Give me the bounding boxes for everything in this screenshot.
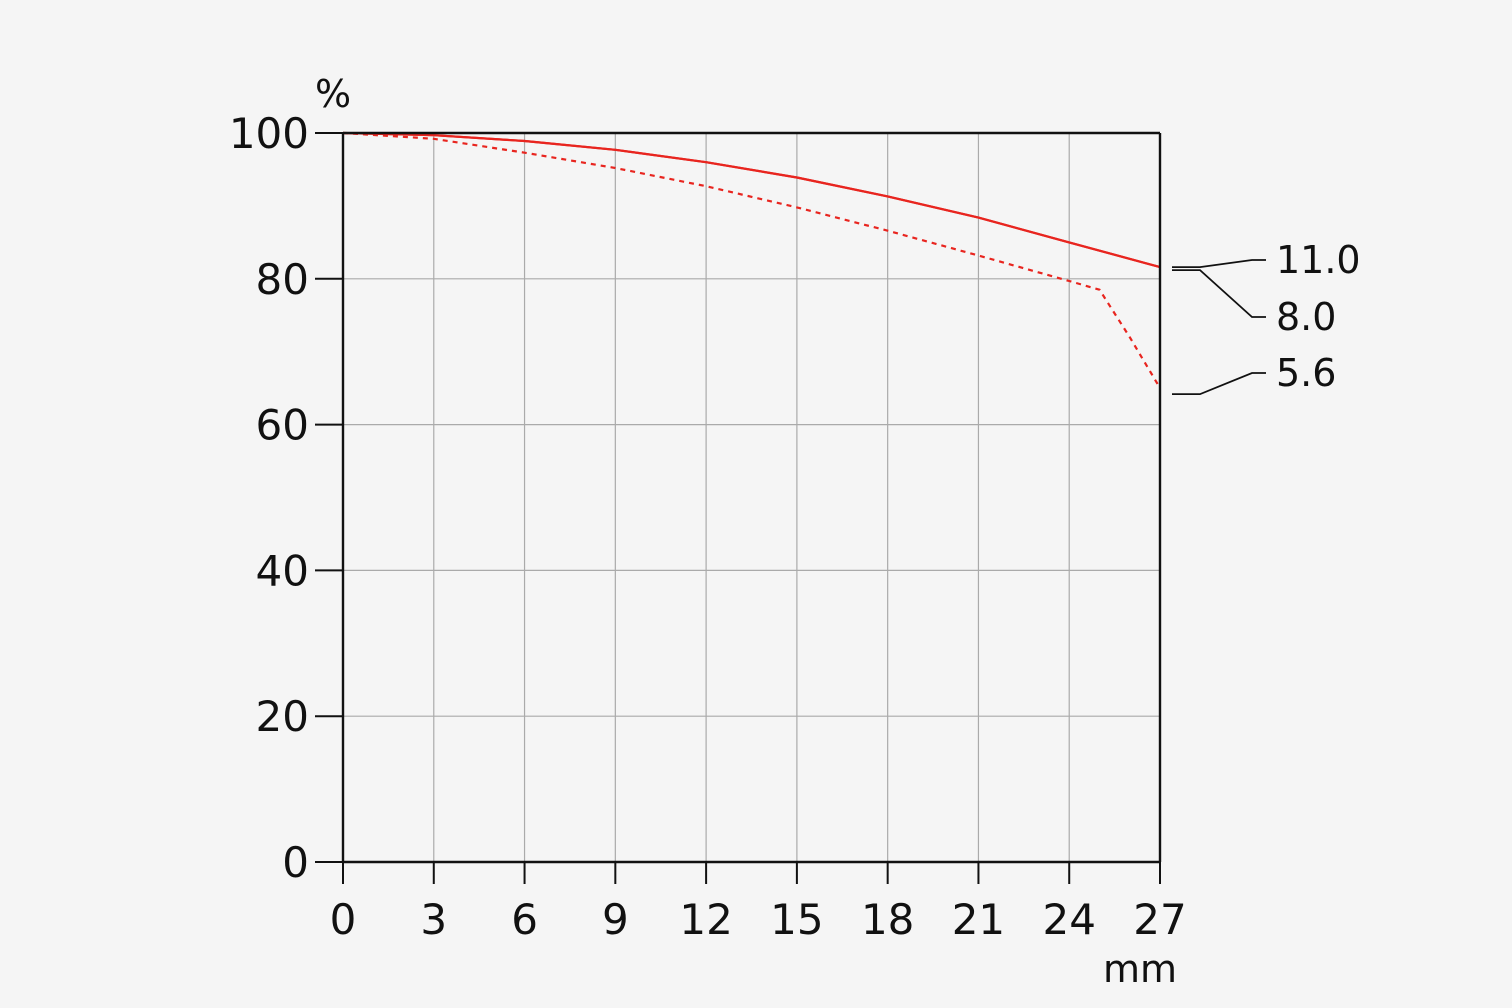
tick-labels: 0 3 6 9 12 15 18 21 24 27 0 20 40 60 80 100 xyxy=(229,109,1187,944)
x-tick-label: 21 xyxy=(952,895,1005,944)
x-tick-label: 6 xyxy=(511,895,538,944)
series-line xyxy=(342,131,1161,389)
y-tick-label: 80 xyxy=(256,255,309,304)
grid xyxy=(343,133,1160,862)
x-tick-label: 3 xyxy=(420,895,447,944)
axis-ticks xyxy=(315,132,1161,884)
y-tick-label: 100 xyxy=(229,109,309,158)
x-axis-label: mm xyxy=(1103,947,1177,991)
y-tick-label: 60 xyxy=(256,401,309,450)
series-lines xyxy=(342,131,1161,389)
x-tick-label: 15 xyxy=(770,895,823,944)
legend-label: 5.6 xyxy=(1276,351,1336,395)
legend-label: 8.0 xyxy=(1276,295,1336,339)
x-tick-label: 9 xyxy=(602,895,629,944)
x-tick-label: 0 xyxy=(330,895,357,944)
x-tick-label: 27 xyxy=(1133,895,1186,944)
y-tick-label: 40 xyxy=(256,546,309,595)
series-line xyxy=(342,131,1161,269)
y-tick-label: 20 xyxy=(256,692,309,741)
legend: 11.0 8.0 5.6 xyxy=(1172,238,1361,396)
x-tick-label: 12 xyxy=(679,895,732,944)
series-line xyxy=(342,131,1161,269)
x-tick-label: 24 xyxy=(1042,895,1095,944)
plot-frame xyxy=(341,131,1162,864)
legend-label: 11.0 xyxy=(1276,238,1361,282)
legend-leader-line xyxy=(1172,372,1266,396)
legend-leader-line xyxy=(1172,259,1266,269)
legend-leader-line xyxy=(1172,269,1266,318)
y-tick-label: 0 xyxy=(282,838,309,887)
x-tick-label: 18 xyxy=(861,895,914,944)
y-axis-label: % xyxy=(315,72,351,116)
